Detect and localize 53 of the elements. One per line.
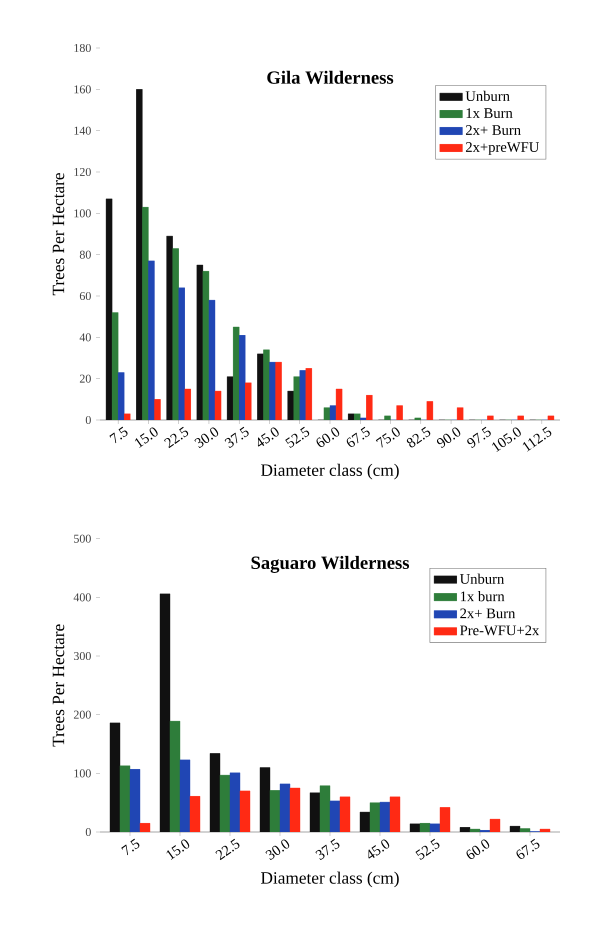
legend-label: Pre-WFU+2x <box>460 625 540 636</box>
y-tick-label: 0 <box>86 416 91 424</box>
legend-label: 1x Burn <box>466 108 513 118</box>
x-tick-label: 97.5 <box>467 426 491 448</box>
x-tick-label: 7.5 <box>109 426 128 444</box>
legend-label: Unburn <box>466 90 510 102</box>
x-tick-label: 45.0 <box>258 428 279 447</box>
y-tick-label: 200 <box>74 710 91 719</box>
x-tick-label: 45.0 <box>368 840 390 859</box>
x-tick-label: 90.0 <box>436 428 460 448</box>
legend-label: 2x+ Burn <box>466 125 521 135</box>
x-tick-label: 30.0 <box>194 428 218 448</box>
x-axis-title: Diameter class (cm) <box>260 872 399 888</box>
x-tick-label: 15.0 <box>134 428 158 448</box>
y-tick-label: 100 <box>74 769 91 778</box>
y-axis-title: Trees Per Hectare <box>52 173 64 296</box>
y-tick-label: 40 <box>80 333 91 342</box>
y-tick-label: 400 <box>74 593 91 602</box>
legend-label: 1x burn <box>460 591 504 602</box>
y-tick-label: 160 <box>74 85 91 94</box>
y-tick-label: 140 <box>74 126 91 135</box>
x-tick-label: 60.0 <box>466 840 490 860</box>
x-tick-label: 52.5 <box>415 838 440 860</box>
y-tick-label: 500 <box>74 534 91 543</box>
y-tick-label: 180 <box>74 44 91 52</box>
x-tick-label: 67.5 <box>516 838 540 859</box>
x-tick-label: 82.5 <box>406 426 430 448</box>
x-tick-label: 37.5 <box>224 426 249 448</box>
y-tick-label: 100 <box>74 209 91 218</box>
legend-label: Unburn <box>460 574 504 584</box>
y-tick-label: 20 <box>80 374 91 383</box>
y-tick-label: 120 <box>74 168 91 176</box>
x-tick-label: 15.0 <box>166 840 190 860</box>
legend-label: 2x+preWFU <box>466 142 539 155</box>
y-axis-title: Trees Per Hectare <box>52 624 64 747</box>
text: Gila Wilderness <box>267 70 394 84</box>
x-tick-label: 60.0 <box>316 428 340 448</box>
x-tick-label: 37.5 <box>315 838 340 860</box>
x-tick-label: 22.5 <box>164 426 188 448</box>
y-tick-label: 300 <box>74 652 91 660</box>
legend-label: 2x+ Burn <box>460 608 516 618</box>
text: Saguaro Wilderness <box>252 556 410 573</box>
x-tick-label: 22.5 <box>215 838 240 860</box>
y-tick-label: 0 <box>86 828 91 836</box>
x-tick-label: 7.5 <box>121 838 140 856</box>
x-axis-title: Diameter class (cm) <box>260 464 399 480</box>
x-tick-label: 67.5 <box>346 426 370 447</box>
x-tick-label: 105.0 <box>492 428 521 452</box>
x-tick-label: 30.0 <box>265 840 290 860</box>
y-tick-label: 60 <box>80 292 91 300</box>
x-tick-label: 75.0 <box>376 428 400 448</box>
x-tick-label: 52.5 <box>285 426 310 448</box>
y-tick-label: 80 <box>80 250 91 259</box>
